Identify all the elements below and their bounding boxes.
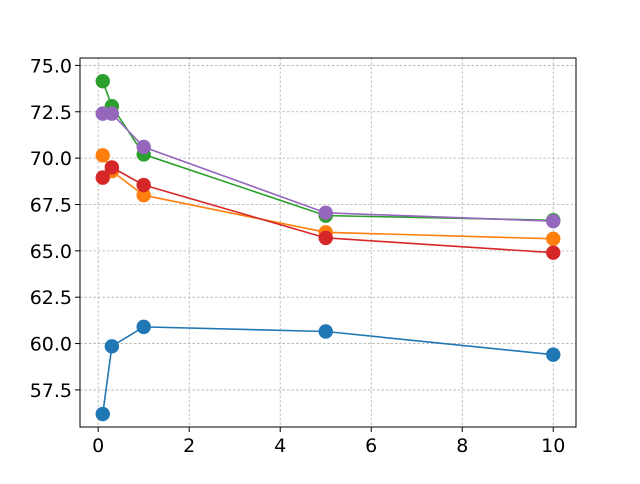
series-4 (95, 160, 561, 260)
x-tick-label: 0 (92, 435, 104, 457)
series-1 (95, 319, 561, 422)
y-tick-label: 62.5 (30, 287, 72, 309)
series-4-point (95, 170, 110, 185)
series-2-point (136, 188, 151, 203)
series-4-point (318, 230, 333, 246)
y-tick-label: 70.0 (30, 148, 72, 170)
series-5-point (318, 205, 333, 221)
series-1-point (136, 319, 151, 335)
series-1-point (95, 406, 110, 422)
series-5-point (546, 213, 561, 229)
plot-frame (79, 57, 577, 428)
grid (80, 58, 576, 427)
y-tick-label: 75.0 (30, 55, 72, 77)
series-5-point (104, 106, 120, 121)
axes: 0 2 4 6 8 10 57.5 60.0 62.5 65.0 67.5 70.0 72.5 75.0 (30, 55, 566, 457)
series-5-point (136, 139, 151, 155)
x-tick-label: 10 (541, 435, 565, 457)
series-2-point (95, 148, 110, 163)
y-tick-label: 67.5 (30, 194, 72, 216)
series-4-point (546, 245, 561, 260)
y-tick-label: 57.5 (30, 380, 72, 402)
series-2-point (546, 231, 561, 246)
y-tick-label: 72.5 (30, 102, 72, 124)
x-tick-label: 8 (456, 435, 468, 457)
x-tick-label: 2 (183, 435, 195, 457)
series-1-point (546, 347, 561, 362)
series-5 (95, 106, 561, 229)
x-tick-label: 4 (274, 435, 286, 457)
series-3-point (95, 73, 110, 89)
series-4-point (104, 160, 120, 175)
series-1-point (104, 339, 120, 354)
series-1-point (318, 324, 333, 339)
x-tick-label: 6 (365, 435, 377, 457)
series-4-point (136, 177, 151, 193)
y-tick-label: 60.0 (30, 334, 72, 356)
y-tick-label: 65.0 (30, 241, 72, 263)
series-layer (95, 73, 561, 422)
